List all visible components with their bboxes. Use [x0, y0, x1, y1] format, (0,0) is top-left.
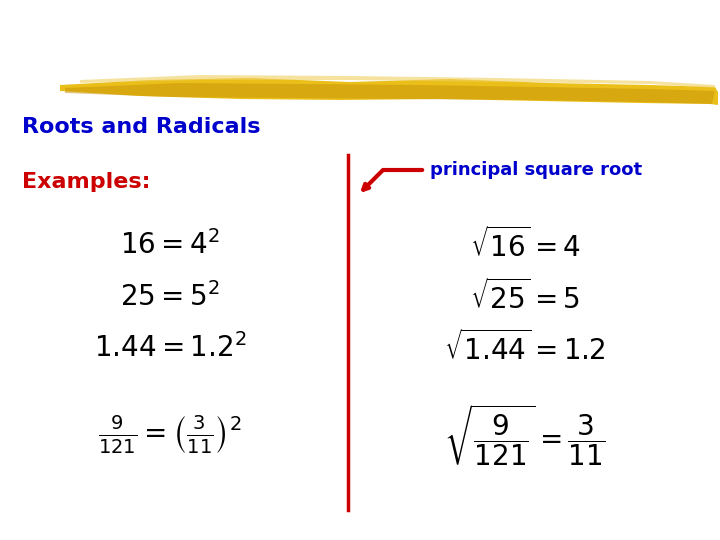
Text: $\sqrt{16} = 4$: $\sqrt{16} = 4$ [469, 227, 580, 263]
Text: $25 = 5^{2}$: $25 = 5^{2}$ [120, 282, 220, 312]
Polygon shape [60, 78, 718, 105]
Text: $\sqrt{\dfrac{9}{121}} = \dfrac{3}{11}$: $\sqrt{\dfrac{9}{121}} = \dfrac{3}{11}$ [444, 402, 606, 468]
Text: $\sqrt{25} = 5$: $\sqrt{25} = 5$ [470, 279, 580, 315]
Text: $\frac{9}{121} = \left(\frac{3}{11}\right)^{2}$: $\frac{9}{121} = \left(\frac{3}{11}\righ… [98, 414, 242, 456]
Polygon shape [65, 83, 715, 104]
Polygon shape [80, 75, 715, 88]
Text: $16 = 4^{2}$: $16 = 4^{2}$ [120, 230, 220, 260]
Text: Examples:: Examples: [22, 172, 150, 192]
Text: $1.44 = 1.2^{2}$: $1.44 = 1.2^{2}$ [94, 333, 246, 363]
Text: Roots and Radicals: Roots and Radicals [22, 117, 261, 137]
Text: principal square root: principal square root [430, 161, 642, 179]
Text: $\sqrt{1.44} = 1.2$: $\sqrt{1.44} = 1.2$ [444, 330, 606, 366]
